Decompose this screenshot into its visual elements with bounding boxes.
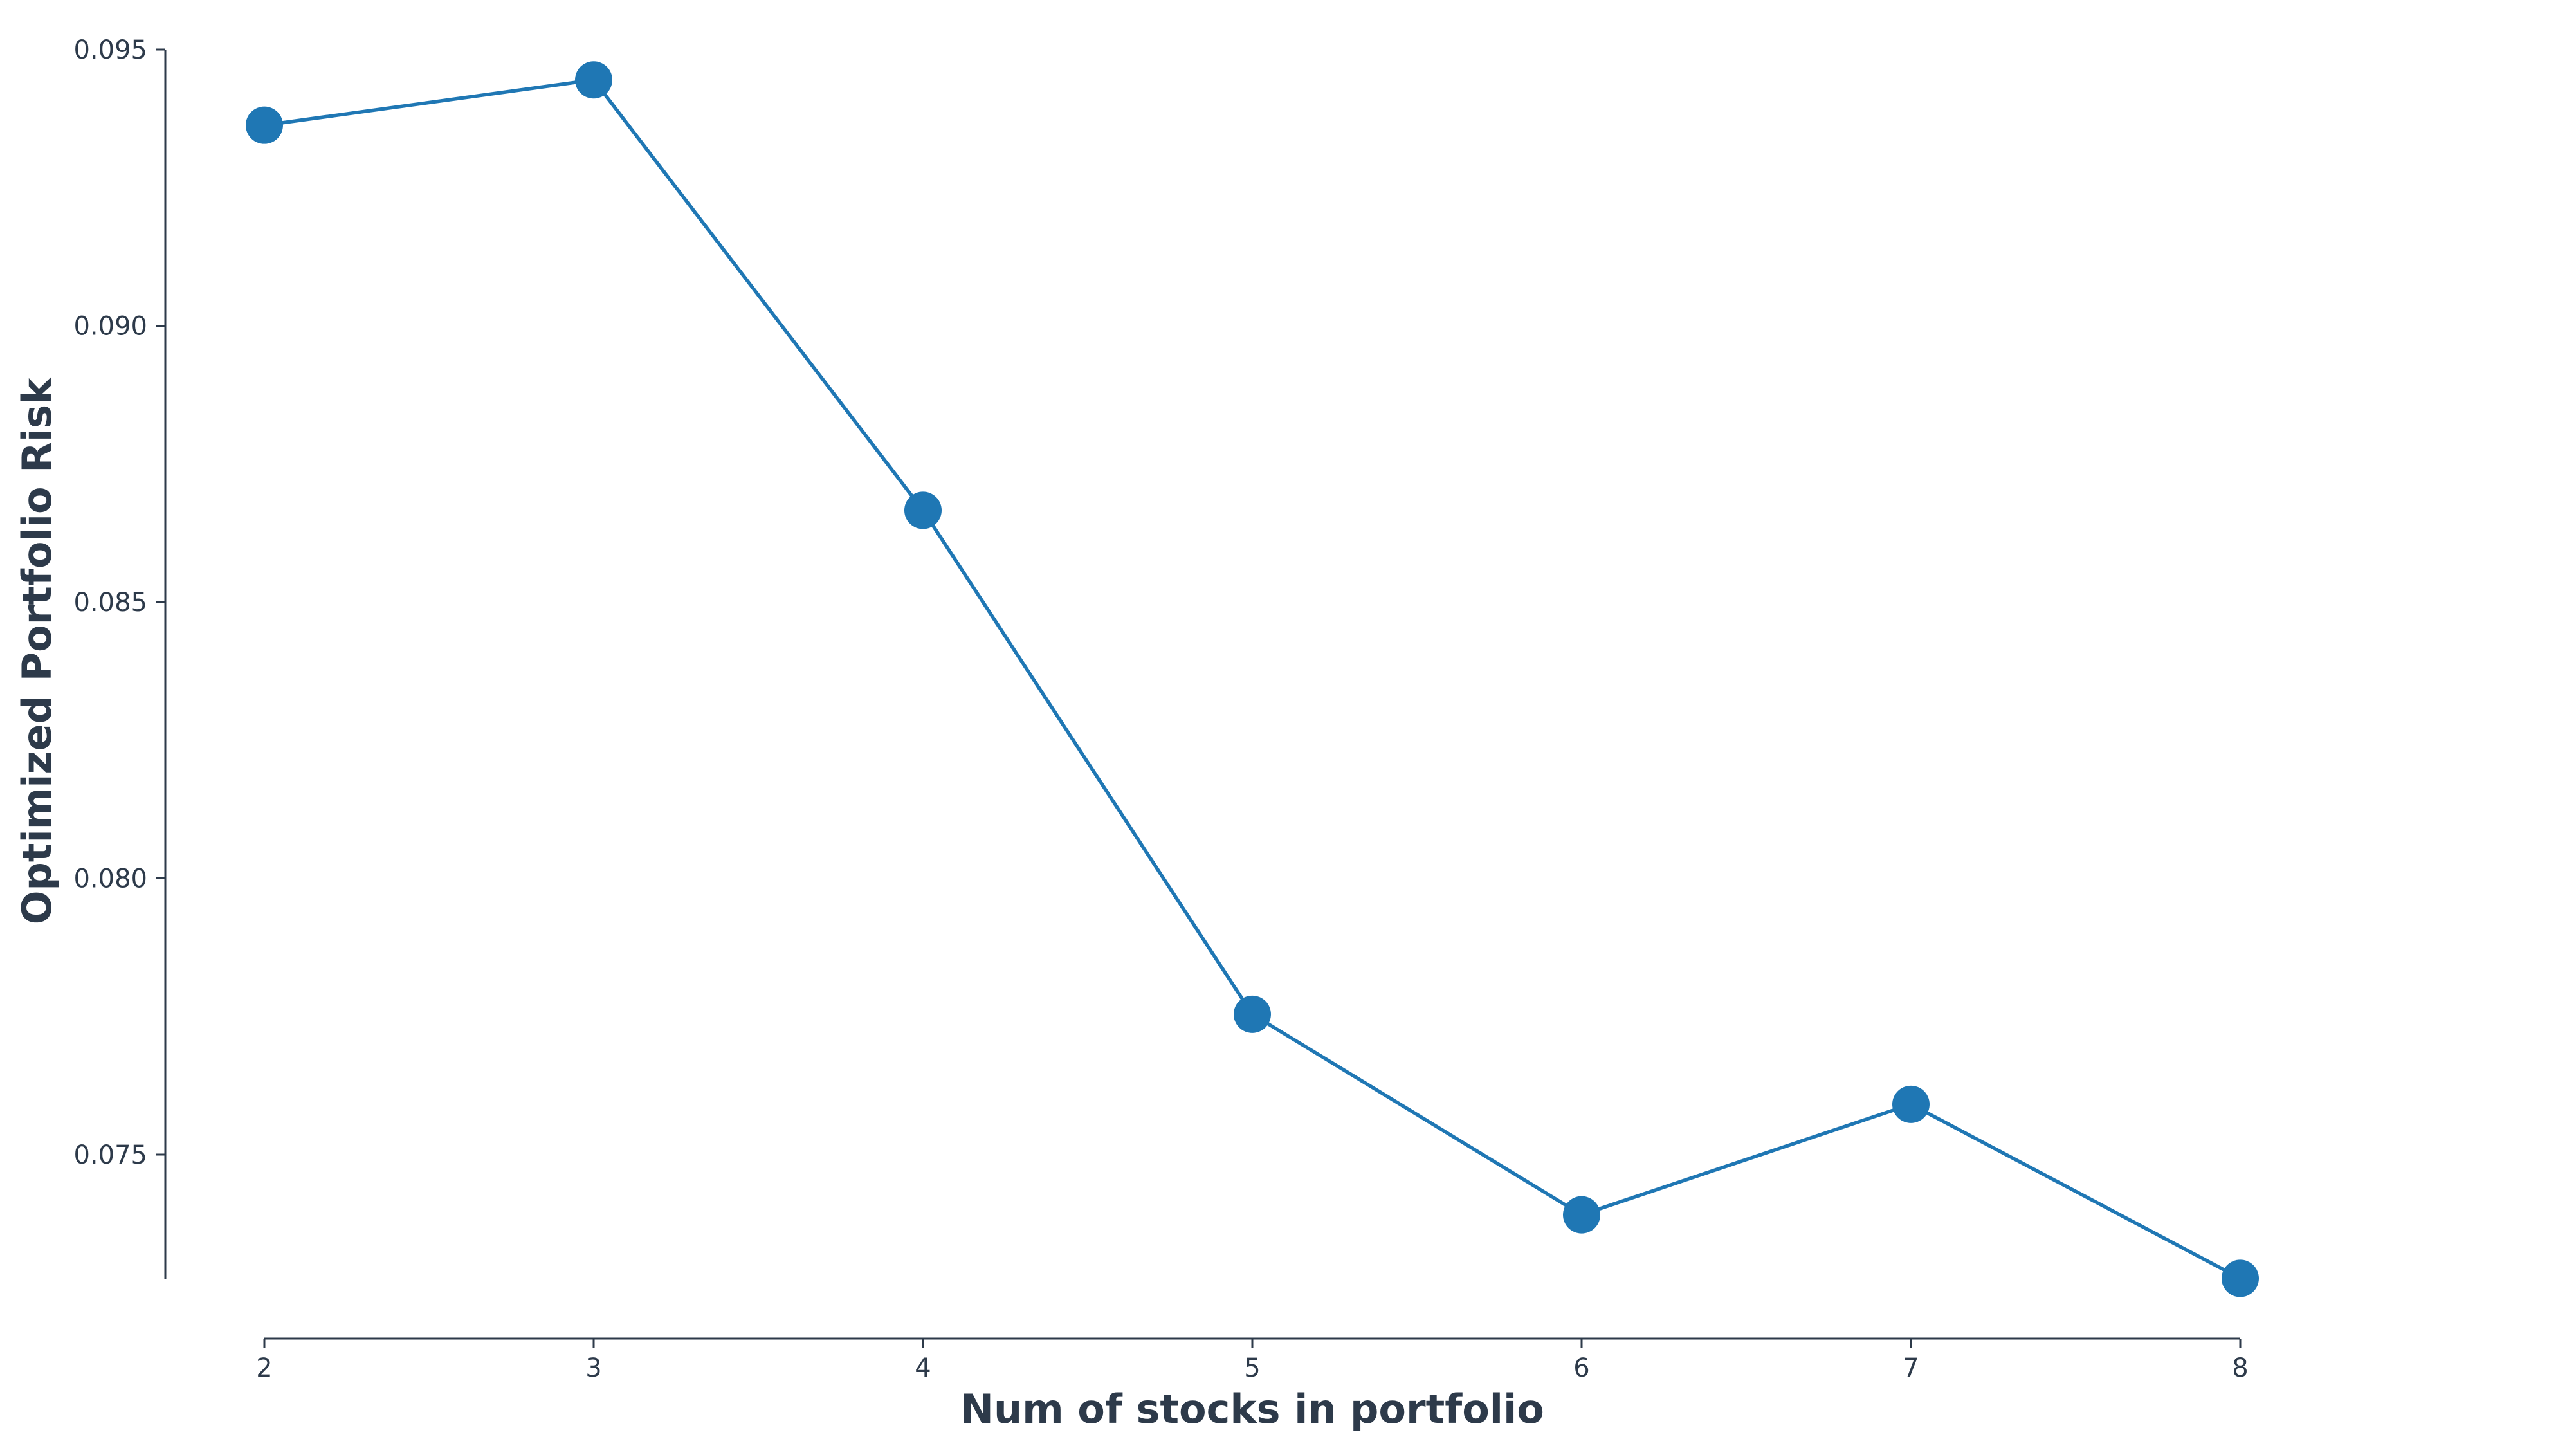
x-tick-label: 2 [256, 1353, 272, 1383]
x-tick-label: 3 [585, 1353, 601, 1383]
y-tick-label: 0.085 [73, 588, 147, 618]
y-tick-label: 0.090 [73, 312, 147, 342]
y-axis: 0.075 0.080 0.085 0.090 0.095 [73, 35, 167, 1279]
x-tick-label: 5 [1244, 1353, 1260, 1383]
x-axis-title: Num of stocks in portfolio [960, 1386, 1544, 1432]
x-tick-label: 4 [915, 1353, 931, 1383]
data-point [904, 491, 942, 529]
data-point [1563, 1196, 1600, 1234]
y-tick-label: 0.095 [73, 35, 147, 65]
data-point [1892, 1085, 1930, 1123]
x-tick-label: 6 [1573, 1353, 1589, 1383]
series-layer [246, 61, 2259, 1297]
x-axis: 2 3 4 5 6 7 8 [256, 1337, 2249, 1383]
x-tick-label: 8 [2232, 1353, 2248, 1383]
data-point [575, 61, 612, 99]
series-line [262, 78, 2242, 1281]
x-tick-label: 7 [1903, 1353, 1919, 1383]
y-tick-label: 0.075 [73, 1140, 147, 1170]
data-point [1234, 995, 1271, 1033]
y-tick-label: 0.080 [73, 865, 147, 894]
y-axis-title: Optimized Portfolio Risk [14, 377, 60, 924]
data-point [246, 106, 283, 144]
data-point [2222, 1259, 2259, 1297]
